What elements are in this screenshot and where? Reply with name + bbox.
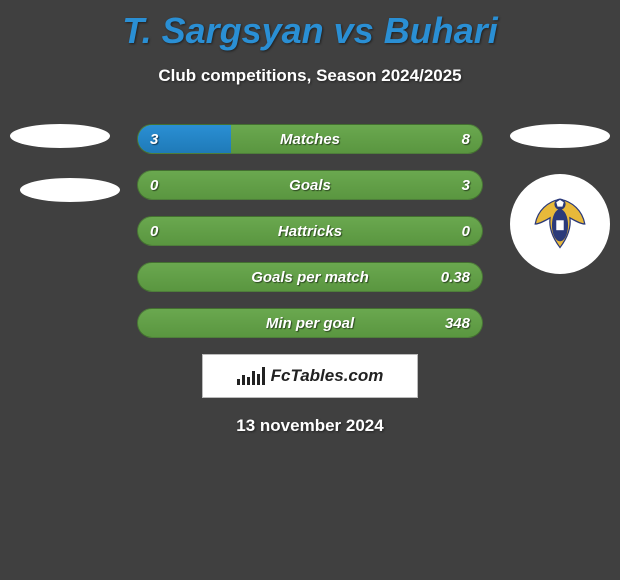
ellipse-icon xyxy=(10,124,110,148)
stat-row-hattricks: 0 Hattricks 0 xyxy=(137,216,483,246)
stat-row-matches: 3 Matches 8 xyxy=(137,124,483,154)
stat-value-right: 3 xyxy=(462,171,470,199)
bar-chart-icon xyxy=(237,367,265,385)
stat-label: Matches xyxy=(138,125,482,153)
stat-rows: 3 Matches 8 0 Goals 3 0 Hattricks 0 Goal… xyxy=(137,124,483,338)
ellipse-icon xyxy=(510,124,610,148)
club-crest-icon xyxy=(510,174,610,274)
subtitle: Club competitions, Season 2024/2025 xyxy=(0,66,620,86)
stat-label: Goals xyxy=(138,171,482,199)
left-player-badge xyxy=(10,124,110,148)
stat-value-left: 3 xyxy=(150,125,158,153)
page-title: T. Sargsyan vs Buhari xyxy=(0,0,620,52)
stat-value-right: 0 xyxy=(462,217,470,245)
stat-label: Hattricks xyxy=(138,217,482,245)
stat-value-right: 348 xyxy=(445,309,470,337)
stat-label: Goals per match xyxy=(138,263,482,291)
stat-value-right: 0.38 xyxy=(441,263,470,291)
brand-box: FcTables.com xyxy=(202,354,418,398)
stat-label: Min per goal xyxy=(138,309,482,337)
date-label: 13 november 2024 xyxy=(0,416,620,436)
ellipse-icon xyxy=(20,178,120,202)
stat-value-left: 0 xyxy=(150,217,158,245)
stat-row-min-per-goal: Min per goal 348 xyxy=(137,308,483,338)
stat-row-goals: 0 Goals 3 xyxy=(137,170,483,200)
stat-value-right: 8 xyxy=(462,125,470,153)
stat-row-goals-per-match: Goals per match 0.38 xyxy=(137,262,483,292)
stat-value-left: 0 xyxy=(150,171,158,199)
stats-area: 3 Matches 8 0 Goals 3 0 Hattricks 0 Goal… xyxy=(0,124,620,436)
brand-label: FcTables.com xyxy=(271,366,384,386)
right-player-badge xyxy=(510,124,610,148)
